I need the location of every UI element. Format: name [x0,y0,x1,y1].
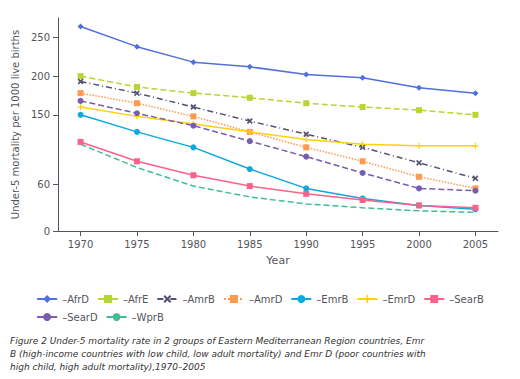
svg-text:2005: 2005 [463,239,488,250]
svg-text:Under-5 mortality per 1000 liv: Under-5 mortality per 1000 live births [10,30,21,219]
svg-text:1985: 1985 [237,239,262,250]
svg-text:1980: 1980 [181,239,206,250]
svg-text:2000: 2000 [406,239,431,250]
svg-text:–AmrB: –AmrB [182,294,215,305]
svg-text:250: 250 [31,32,50,43]
svg-text:–EmrD: –EmrD [382,294,415,305]
svg-text:Year: Year [265,254,290,267]
svg-text:–AmrD: –AmrD [249,294,283,305]
svg-text:0: 0 [44,226,50,237]
svg-text:150: 150 [31,109,50,120]
svg-text:–EmrB: –EmrB [316,294,348,305]
svg-text:–AfrD: –AfrD [62,294,89,305]
svg-text:1970: 1970 [68,239,93,250]
svg-text:1975: 1975 [124,239,149,250]
svg-text:–SearD: –SearD [62,312,98,323]
svg-text:Figure 2 Under-5 mortality rat: Figure 2 Under-5 mortality rate in 2 gro… [10,336,425,346]
svg-text:1990: 1990 [293,239,318,250]
svg-text:high child, high adult mortali: high child, high adult mortality),1970–2… [10,362,206,372]
svg-text:–AfrE: –AfrE [123,294,148,305]
svg-text:–WprB: –WprB [132,312,164,323]
svg-text:1995: 1995 [350,239,375,250]
svg-text:–SearB: –SearB [449,294,484,305]
svg-text:B (high-income countries with: B (high-income countries with low child,… [10,349,426,359]
svg-text:60: 60 [37,179,50,190]
svg-text:200: 200 [31,71,50,82]
